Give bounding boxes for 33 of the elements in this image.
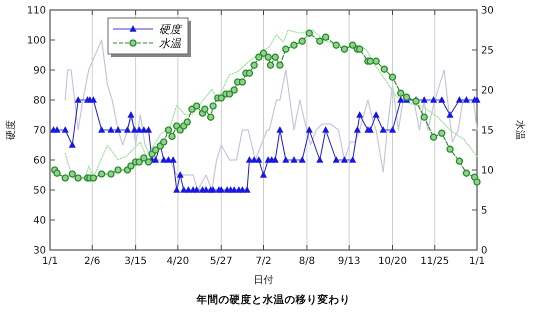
x-tick-label: 7/2 bbox=[255, 256, 272, 267]
x-axis-title: 日付 bbox=[254, 275, 274, 286]
x-tick-label: 9/13 bbox=[338, 256, 360, 267]
y2-tick-label: 20 bbox=[481, 86, 494, 96]
text: 年間の硬度と水温の移り変わり bbox=[196, 293, 350, 306]
y-tick-label: 50 bbox=[33, 186, 46, 196]
x-tick-label: 10/20 bbox=[378, 256, 407, 267]
legend-label: 硬度 bbox=[159, 23, 183, 36]
y-tick-label: 40 bbox=[33, 216, 46, 226]
y-tick-label: 60 bbox=[33, 156, 46, 166]
x-tick-label: 1/1 bbox=[468, 256, 486, 267]
y2-tick-label: 0 bbox=[481, 246, 488, 256]
legend-label: 水温 bbox=[159, 37, 182, 50]
x-tick-label: 8/8 bbox=[298, 256, 315, 267]
y-tick-label: 30 bbox=[33, 246, 46, 256]
y2-tick-label: 5 bbox=[481, 206, 488, 216]
x-tick-label: 2/6 bbox=[84, 256, 100, 267]
y-axis-title: 硬度 bbox=[5, 120, 17, 140]
y-tick-label: 90 bbox=[33, 66, 46, 76]
y-tick-label: 110 bbox=[26, 6, 46, 16]
y-tick-label: 80 bbox=[33, 96, 46, 106]
x-tick-label: 1/1 bbox=[42, 256, 58, 267]
y2-axis-title: 水温 bbox=[514, 120, 526, 140]
y2-tick-label: 25 bbox=[481, 46, 494, 56]
y2-tick-label: 10 bbox=[481, 166, 494, 176]
x-tick-label: 3/15 bbox=[124, 256, 147, 267]
y-tick-label: 100 bbox=[26, 36, 46, 46]
y2-tick-label: 30 bbox=[481, 6, 494, 16]
x-tick-label: 5/27 bbox=[210, 256, 233, 267]
x-tick-label: 11/25 bbox=[420, 256, 450, 267]
y-tick-label: 70 bbox=[33, 126, 46, 136]
x-tick-label: 4/20 bbox=[166, 256, 190, 267]
y2-tick-label: 15 bbox=[481, 126, 494, 136]
